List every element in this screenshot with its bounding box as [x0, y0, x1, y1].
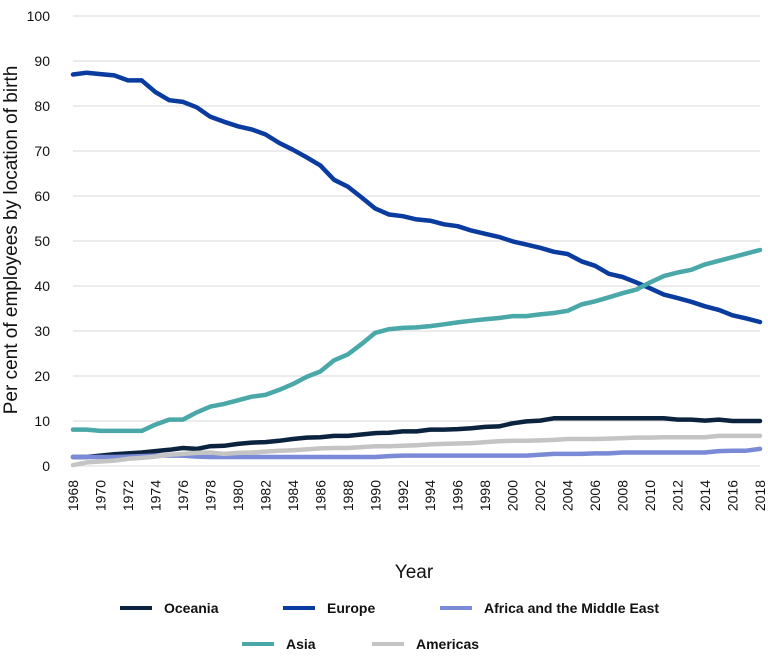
- legend-item-americas: Americas: [372, 636, 479, 652]
- x-tick-label: 2008: [615, 480, 631, 511]
- series-line-americas: [70, 433, 763, 468]
- x-axis-ticks: 1968 1970 1972 1974 1976 1978 1980 1982 1984 1986…: [65, 480, 768, 511]
- series-line-europe: [70, 70, 763, 325]
- x-tick-label: 1970: [92, 480, 108, 511]
- x-tick-label: 1996: [450, 480, 466, 511]
- gridlines: [73, 15, 760, 467]
- x-tick-label: 1976: [175, 480, 191, 511]
- x-tick-label: 2004: [560, 480, 576, 511]
- x-tick-label: 2016: [725, 480, 741, 511]
- y-tick-label: 40: [34, 278, 50, 294]
- x-tick-label: 2002: [532, 480, 548, 511]
- series-line-oceania: [70, 416, 763, 460]
- y-tick-label: 60: [34, 188, 50, 204]
- x-tick-label: 1994: [422, 480, 438, 511]
- y-tick-label: 10: [34, 413, 50, 429]
- y-tick-label: 70: [34, 143, 50, 159]
- x-tick-label: 1980: [230, 480, 246, 511]
- legend-item-europe: Europe: [283, 600, 375, 616]
- y-tick-label: 50: [34, 233, 50, 249]
- x-axis-label: Year: [395, 562, 434, 583]
- y-axis-ticks: 0 10 20 30 40 50 60 70 80 90 100: [27, 8, 51, 474]
- x-tick-label: 2000: [505, 480, 521, 511]
- x-tick-label: 2012: [670, 480, 686, 511]
- legend: Oceania Europe Africa and the Middle East A…: [120, 600, 659, 652]
- y-tick-label: 30: [34, 323, 50, 339]
- legend-item-oceania: Oceania: [120, 600, 219, 616]
- x-tick-label: 2010: [642, 480, 658, 511]
- y-tick-label: 90: [34, 53, 50, 69]
- series-lines: [70, 70, 763, 468]
- x-tick-label: 1992: [395, 480, 411, 511]
- x-tick-label: 2006: [587, 480, 603, 511]
- series-line-asia: [70, 247, 763, 434]
- x-tick-label: 1974: [147, 480, 163, 511]
- y-tick-label: 20: [34, 368, 50, 384]
- x-tick-label: 1982: [257, 480, 273, 511]
- y-tick-label: 0: [42, 458, 50, 474]
- legend-label: Africa and the Middle East: [484, 600, 659, 616]
- x-tick-label: 1968: [65, 480, 81, 511]
- legend-item-africa-and-the-middle-east: Africa and the Middle East: [440, 600, 659, 616]
- legend-label: Oceania: [164, 600, 219, 616]
- y-tick-label: 80: [34, 98, 50, 114]
- x-tick-label: 1978: [202, 480, 218, 511]
- x-tick-label: 1984: [285, 480, 301, 511]
- y-axis-label: Per cent of employees by location of bir…: [1, 66, 22, 415]
- series-line-africa-and-the-middle-east: [70, 446, 763, 460]
- x-tick-label: 2014: [697, 480, 713, 511]
- x-tick-label: 1972: [120, 480, 136, 511]
- x-tick-label: 2018: [752, 480, 768, 511]
- x-tick-label: 1988: [340, 480, 356, 511]
- legend-label: Europe: [327, 600, 375, 616]
- y-tick-label: 100: [27, 8, 51, 24]
- legend-label: Asia: [286, 636, 316, 652]
- legend-label: Americas: [416, 636, 479, 652]
- x-tick-label: 1990: [367, 480, 383, 511]
- legend-item-asia: Asia: [242, 636, 316, 652]
- x-tick-label: 1998: [477, 480, 493, 511]
- x-tick-label: 1986: [312, 480, 328, 511]
